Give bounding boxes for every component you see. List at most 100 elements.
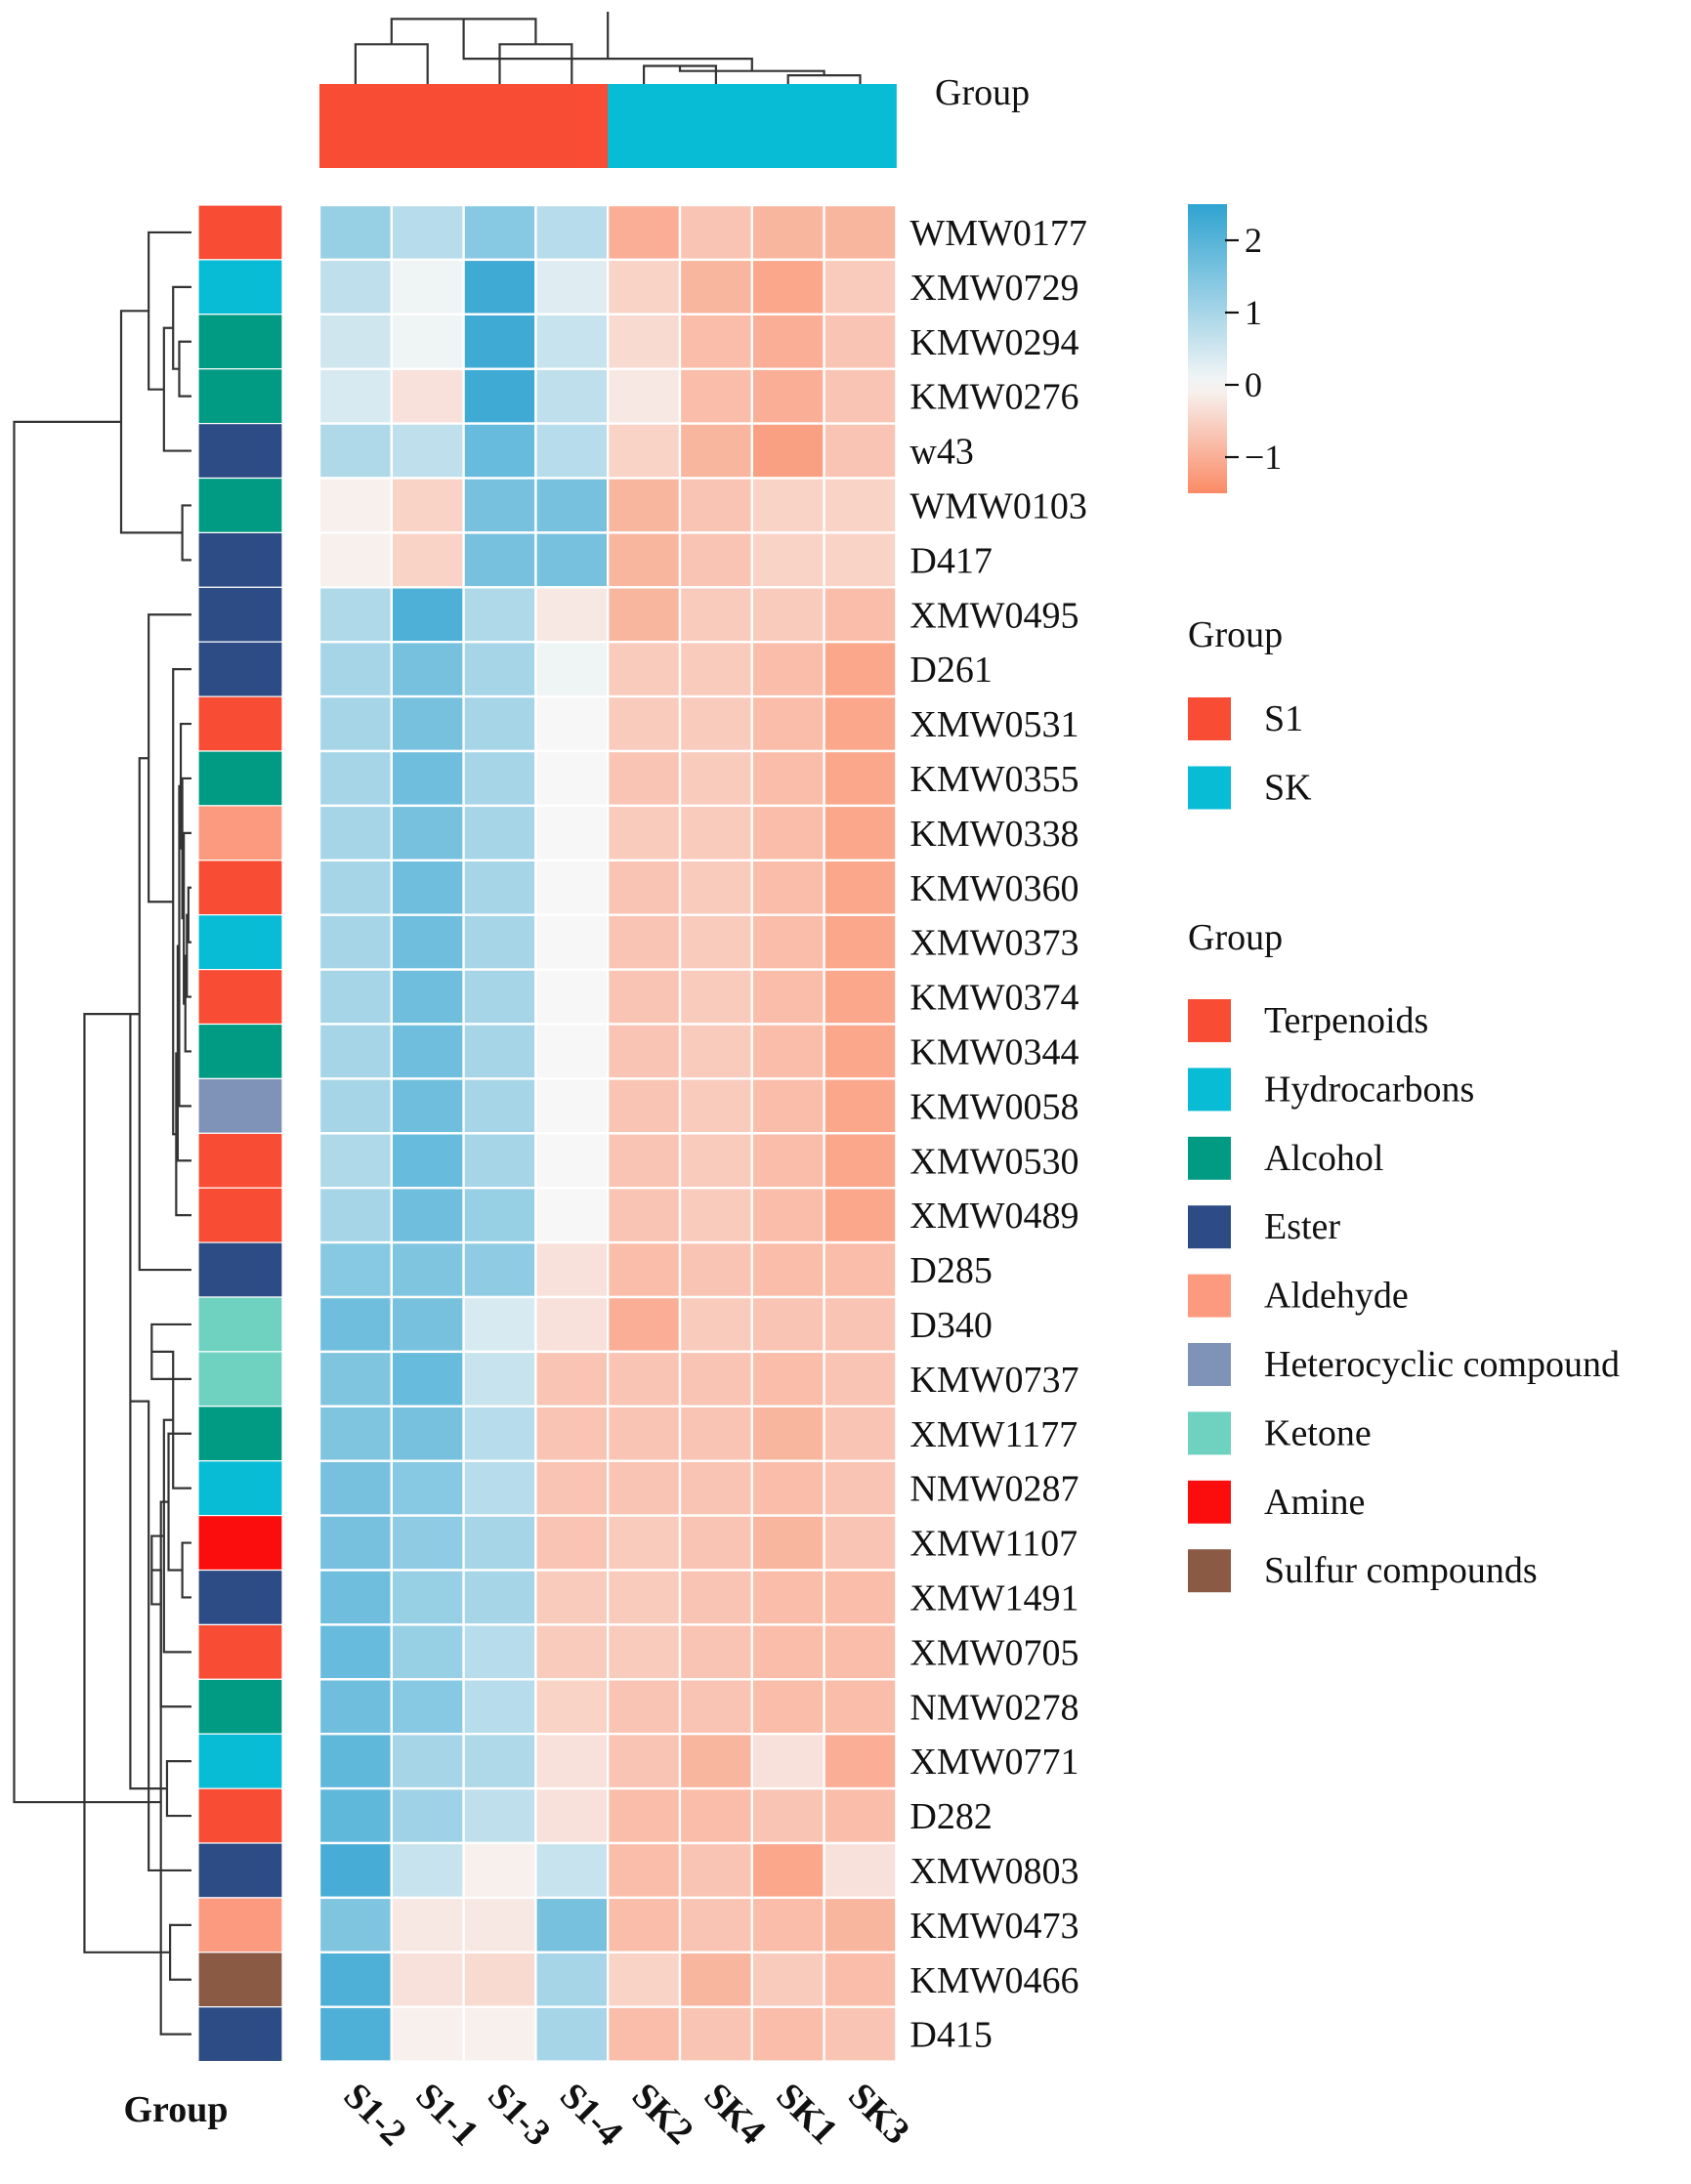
row-class-cell [197, 1733, 283, 1789]
heatmap-cell [750, 313, 825, 370]
heatmap-cell [390, 586, 465, 644]
row-class-cell [197, 1623, 283, 1680]
heatmap-cell [678, 531, 754, 589]
heatmap-cell [678, 1951, 754, 2008]
heatmap-cell [317, 1732, 394, 1790]
heatmap-cell [823, 1951, 898, 2008]
heatmap-cell [462, 1951, 537, 2008]
heatmap-cell [607, 258, 682, 315]
heatmap-cell [823, 1132, 898, 1190]
heatmap-cell [678, 1132, 754, 1190]
heatmap-cell [607, 1350, 682, 1408]
heatmap-cell [534, 203, 610, 262]
heatmap-cell [823, 203, 898, 262]
heatmap-cell [678, 1732, 754, 1790]
row-dendrogram-branch [172, 285, 191, 370]
row-dendrogram-branch [181, 504, 191, 562]
heatmap-cell [607, 1569, 682, 1626]
heatmap-cell [317, 1569, 394, 1626]
heatmap-cell [750, 859, 825, 916]
legend-swatch [1188, 1549, 1231, 1593]
row-class-cell [197, 1023, 283, 1080]
heatmap-cell [678, 1896, 754, 1954]
heatmap-cell [534, 313, 610, 370]
heatmap-cell [317, 913, 394, 971]
heatmap-cell [678, 804, 754, 862]
heatmap-cell [462, 804, 537, 862]
row-label: D417 [909, 540, 992, 581]
heatmap-cell [678, 749, 754, 808]
heatmap-cell [750, 913, 825, 971]
heatmap-cell [390, 859, 465, 916]
heatmap-cell [823, 749, 898, 808]
row-label: KMW0294 [909, 322, 1078, 363]
heatmap-cell [678, 694, 754, 753]
heatmap-cell [462, 531, 537, 589]
heatmap-cell [534, 1186, 610, 1244]
heatmap-cell [390, 641, 465, 698]
heatmap-cell [750, 1951, 825, 2008]
row-label: XMW1107 [909, 1524, 1078, 1565]
heatmap-cell [462, 313, 537, 370]
heatmap-cell [534, 1240, 610, 1299]
column-group-cell [824, 84, 897, 168]
row-dendrogram-branch [159, 1500, 191, 1708]
heatmap-cell [462, 1186, 537, 1244]
heatmap-cell [678, 422, 754, 480]
column-label: S1-4 [552, 2076, 630, 2154]
heatmap-cell [462, 1569, 537, 1626]
row-label: XMW0373 [909, 923, 1078, 964]
heatmap-cell [534, 1132, 610, 1190]
color-scale-tick-label: 2 [1245, 221, 1262, 260]
heatmap-cell [462, 1623, 537, 1681]
heatmap-cell [750, 1678, 825, 1736]
heatmap-cell [317, 1132, 394, 1190]
legend-swatch [1188, 766, 1231, 810]
heatmap-cell [678, 1569, 754, 1626]
row-label: XMW0803 [909, 1851, 1078, 1892]
heatmap-cell [534, 1459, 610, 1517]
heatmap-cell [462, 477, 537, 534]
heatmap-cell [607, 1295, 682, 1354]
row-label: KMW0374 [909, 978, 1078, 1019]
legend-swatch [1188, 999, 1231, 1042]
heatmap-cell [823, 804, 898, 862]
heatmap-cell [750, 1295, 825, 1354]
heatmap-cell [823, 859, 898, 916]
row-class-cell [197, 204, 283, 261]
row-class-annotation [197, 204, 283, 2063]
row-class-cell [197, 1787, 283, 1844]
legend-swatch [1188, 1274, 1231, 1318]
heatmap-cell [317, 313, 394, 370]
heatmap-cell [317, 641, 394, 698]
heatmap-cell [823, 694, 898, 753]
heatmap-cell [462, 1786, 537, 1845]
column-dendrogram-branch [786, 74, 862, 84]
heatmap-cell [823, 1186, 898, 1244]
heatmap-cell [750, 1405, 825, 1462]
heatmap-cell [534, 694, 610, 753]
heatmap-cell [462, 1405, 537, 1462]
heatmap-cell [750, 1623, 825, 1681]
row-dendrogram-branch [187, 886, 191, 944]
heatmap-cell [678, 313, 754, 370]
heatmap-cell [390, 749, 465, 808]
heatmap-cell [317, 531, 394, 589]
heatmap-cell [607, 477, 682, 534]
heatmap-cell [678, 1295, 754, 1354]
row-class-cell [197, 1351, 283, 1407]
heatmap-cell [607, 1023, 682, 1080]
legend-label: SK [1264, 768, 1312, 809]
heatmap-cell [462, 1350, 537, 1408]
heatmap-cell [462, 1841, 537, 1900]
heatmap-cell [317, 1678, 394, 1736]
row-class-cell [197, 586, 283, 643]
heatmap-cell [390, 1132, 465, 1190]
heatmap-cell [317, 1186, 394, 1244]
row-dendrogram-branch [181, 1541, 191, 1599]
heatmap-cell [317, 1350, 394, 1408]
row-class-cell [197, 2006, 283, 2063]
heatmap-cell [534, 1514, 610, 1572]
heatmap-cell [607, 913, 682, 971]
